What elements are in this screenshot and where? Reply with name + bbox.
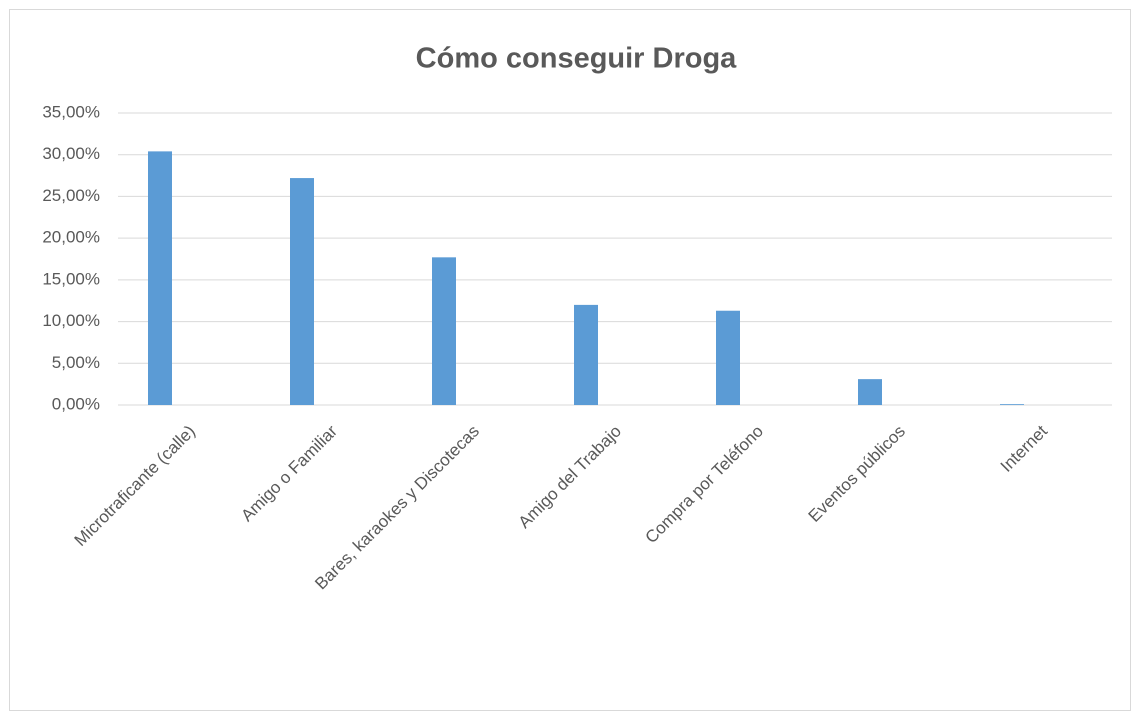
bar [858,379,882,405]
bar [1000,404,1024,405]
bar [716,310,740,405]
bar [290,178,314,405]
bar [574,304,598,405]
chart-title: Cómo conseguir Droga [416,43,738,75]
y-tick-label: 35,00% [42,102,100,121]
y-tick-label: 25,00% [42,186,100,205]
bar [432,257,456,405]
y-tick-label: 15,00% [42,269,100,288]
y-tick-label: 5,00% [52,353,100,372]
y-tick-label: 0,00% [52,394,100,413]
y-tick-label: 10,00% [42,311,100,330]
y-tick-label: 30,00% [42,144,100,163]
chart-border [9,9,1131,711]
y-tick-label: 20,00% [42,228,100,247]
bar [148,151,172,405]
